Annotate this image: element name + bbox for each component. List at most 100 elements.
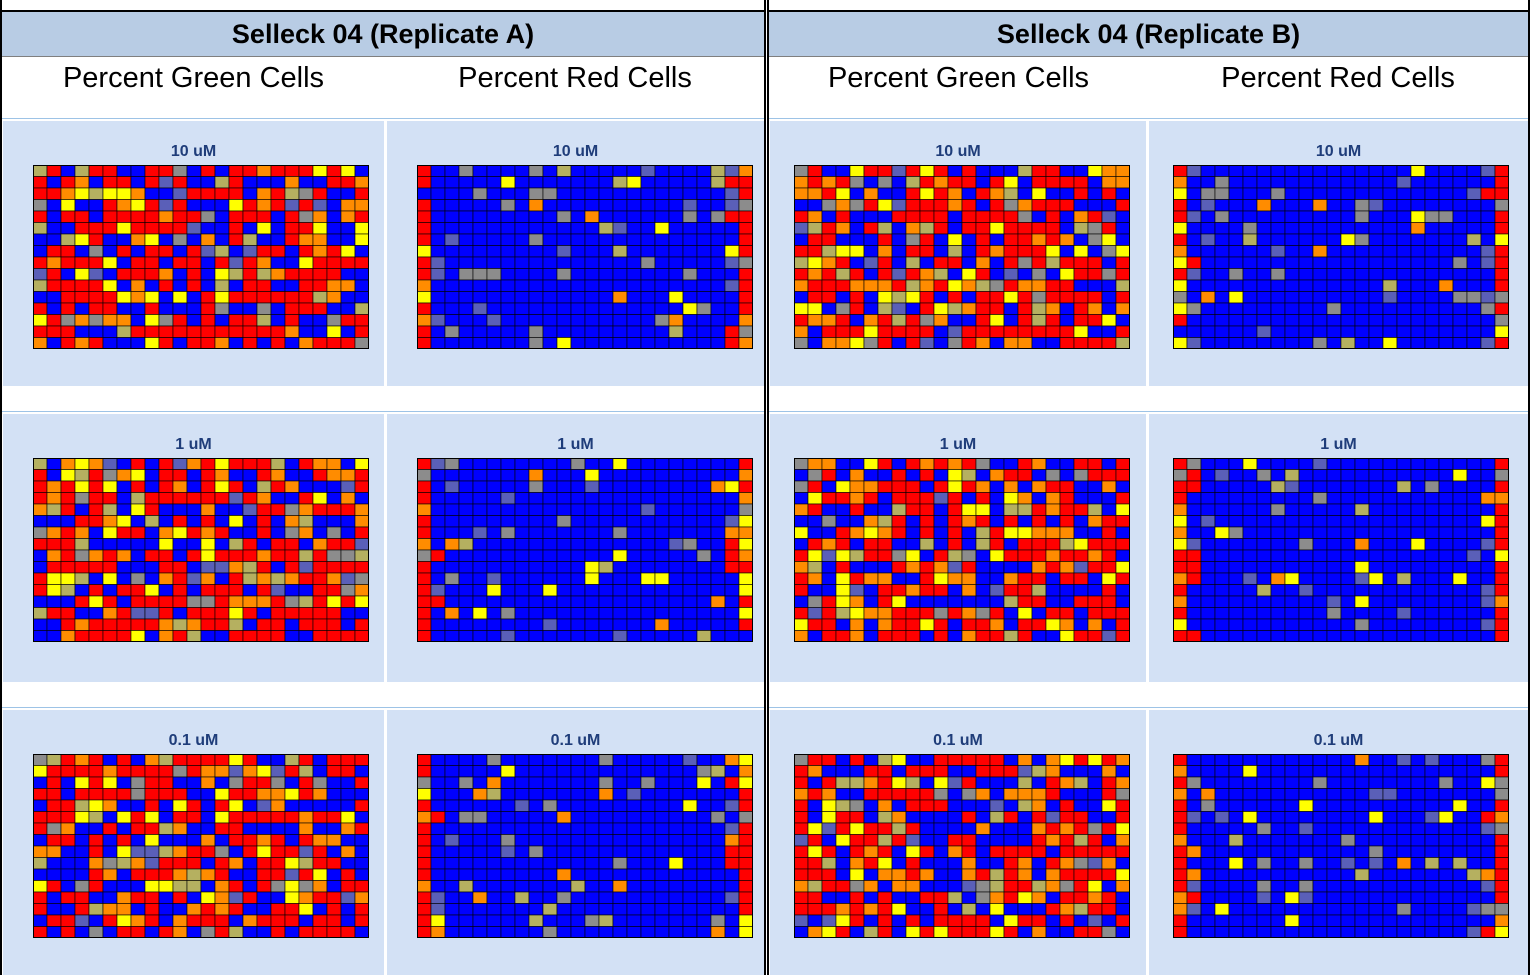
plate-well [947,492,963,505]
plate-well [158,469,174,482]
plate-well [1424,561,1440,574]
plate-well [738,572,753,585]
plate-heatmap [794,458,1130,642]
plate-well [1424,595,1440,608]
plate-well [738,503,753,516]
plate-well [1466,822,1482,835]
plate-well [1340,222,1356,235]
plate-well [877,572,893,585]
plate-well [1003,630,1019,642]
plate-well [60,314,76,327]
plate-well [1017,526,1033,539]
plate-well [186,822,202,835]
plate-well [1382,903,1398,916]
plate-well [1466,199,1482,212]
plate-well [1045,891,1061,904]
plate-well [326,914,342,927]
plate-well [1101,868,1117,881]
plate-well [556,325,572,338]
plate-well [961,469,977,482]
plate-well [514,799,530,812]
plate-well [738,776,753,789]
plate-well [1326,187,1342,200]
plate-well [1396,302,1412,315]
plate-well [668,788,684,801]
plate-well [696,822,712,835]
plate-well [444,765,460,778]
plate-well [1452,754,1468,766]
plate-well [947,607,963,620]
plate-well [528,187,544,200]
plate-well [1494,926,1509,938]
plate-well [116,891,132,904]
plate-well [1438,880,1454,893]
plate-well [186,233,202,246]
plate-well [270,199,286,212]
plate-well [1424,302,1440,315]
plate-well [116,776,132,789]
plate-well [961,515,977,528]
plate-well [1073,549,1089,562]
plate-well [654,245,670,258]
plate-well [1494,834,1509,847]
plate-well [430,868,446,881]
plate-well [486,857,502,870]
plate-well [144,302,160,315]
plate-well [654,325,670,338]
plate-well [556,469,572,482]
plate-well [835,302,851,315]
plate-well [514,256,530,269]
plate-well [514,822,530,835]
plate-border [417,458,753,642]
plate-well [214,233,230,246]
plate-well [863,503,879,516]
plate-well [116,492,132,505]
plate-well [696,503,712,516]
plate-well [144,754,160,766]
plate-well [1340,618,1356,631]
plate-well [598,926,614,938]
plate-well [1438,187,1454,200]
plate-well [1340,788,1356,801]
plate-well [933,325,949,338]
plate-well [1087,245,1103,258]
plate-well [1368,811,1384,824]
plate-well [863,834,879,847]
plate-well [102,245,118,258]
plate-well [1466,595,1482,608]
plate-well [1045,630,1061,642]
plate-well [256,503,272,516]
plate-well [1059,926,1075,938]
plate-well [116,754,132,766]
plate-well [1284,291,1300,304]
plate-well [1087,458,1103,470]
plate-well [514,515,530,528]
plate-well [116,233,132,246]
plate-well [1284,222,1300,235]
plate-well [710,811,726,824]
plate-well [1045,903,1061,916]
plate-well [214,834,230,847]
plate-well [1115,314,1130,327]
plate-well [33,279,48,292]
plate-well [1410,279,1426,292]
plate-well [1059,268,1075,281]
plate-well [1073,165,1089,177]
plate-well [1466,776,1482,789]
plate-well [626,891,642,904]
plate-well [430,538,446,551]
plate-well [214,584,230,597]
plate-well [584,199,600,212]
plate-well [1017,834,1033,847]
plate-well [1438,291,1454,304]
plate-well [1480,903,1496,916]
plate-well [417,176,432,189]
plate-well [612,176,628,189]
plate-well [1382,584,1398,597]
plate-well [1354,903,1370,916]
plate-well [905,458,921,470]
plate-well [270,868,286,881]
plate-well [905,291,921,304]
plate-well [354,914,369,927]
plate-well [270,337,286,349]
